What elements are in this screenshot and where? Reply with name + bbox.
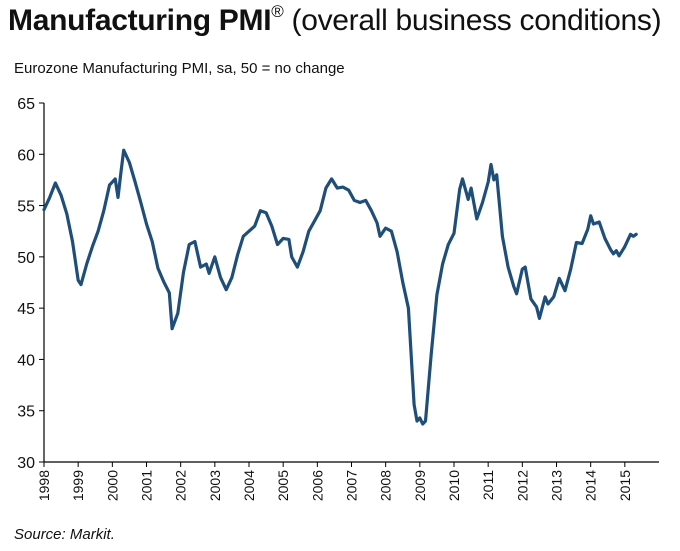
y-tick-label-45: 45	[17, 301, 35, 318]
y-tick-label-65: 65	[17, 96, 35, 113]
chart-subtitle: Eurozone Manufacturing PMI, sa, 50 = no …	[14, 60, 345, 77]
x-tick-label-2010: 2010	[446, 470, 462, 501]
chart-title-bold: Manufacturing PMI	[8, 4, 272, 37]
x-tick-label-1998: 1998	[36, 470, 52, 501]
x-tick-label-2015: 2015	[617, 470, 633, 501]
x-tick-label-2006: 2006	[309, 470, 325, 501]
x-tick-label-2000: 2000	[104, 470, 120, 501]
y-tick-label-50: 50	[17, 250, 35, 267]
x-tick-label-2014: 2014	[583, 470, 599, 501]
source-note: Source: Markit.	[14, 526, 115, 543]
x-tick-label-2013: 2013	[549, 470, 565, 501]
y-tick-label-35: 35	[17, 404, 35, 421]
y-tick-label-40: 40	[17, 352, 35, 369]
x-tick-label-2007: 2007	[344, 470, 360, 501]
x-tick-label-1999: 1999	[70, 470, 86, 501]
x-tick-label-2008: 2008	[378, 470, 394, 501]
y-tick-label-55: 55	[17, 199, 35, 216]
x-tick-label-2001: 2001	[139, 470, 155, 501]
chart-title: Manufacturing PMI® (overall business con…	[8, 2, 662, 38]
x-tick-label-2005: 2005	[275, 470, 291, 501]
y-tick-label-30: 30	[17, 455, 35, 472]
pmi-line-chart: 30 35 40 45 50 55 60 65 1998 1999 2000 2001 2002 2003…	[17, 96, 659, 501]
y-tick-label-60: 60	[17, 147, 35, 164]
chart-title-rest: (overall business conditions)	[283, 4, 662, 37]
x-tick-label-2012: 2012	[514, 470, 530, 501]
registered-mark: ®	[271, 2, 284, 21]
series-line-0	[42, 148, 638, 426]
x-tick-label-2011: 2011	[480, 470, 496, 500]
x-tick-label-2002: 2002	[173, 470, 189, 501]
x-tick-label-2009: 2009	[412, 470, 428, 501]
x-tick-label-2003: 2003	[207, 470, 223, 501]
x-tick-label-2004: 2004	[241, 470, 257, 501]
